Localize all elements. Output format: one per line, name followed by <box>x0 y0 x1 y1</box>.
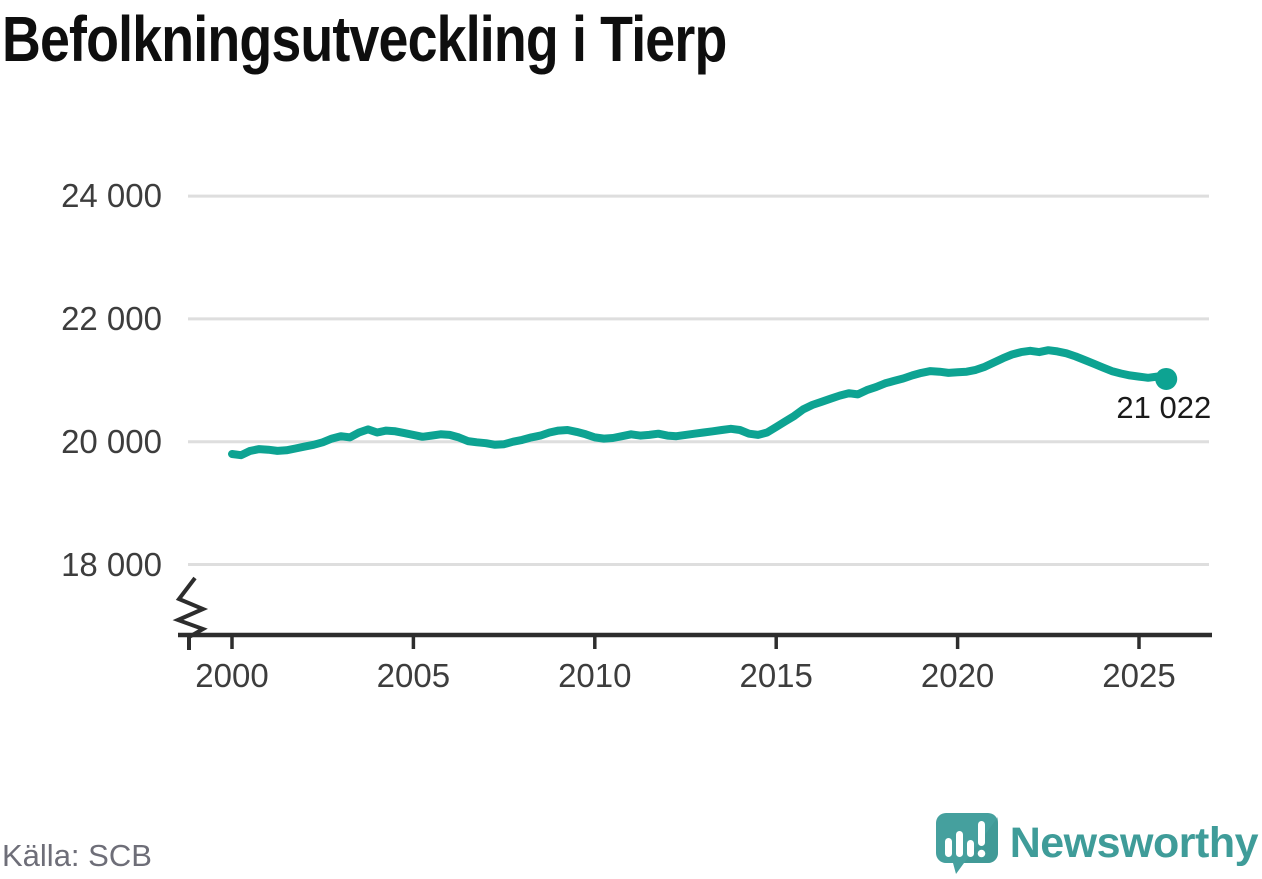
source-caption: Källa: SCB <box>2 838 152 873</box>
exclamation-bar <box>977 821 985 846</box>
axis-break-zigzag <box>172 576 209 650</box>
chart-title: Befolkningsutveckling i Tierp <box>2 3 727 75</box>
exclamation-dot <box>977 849 986 858</box>
newsworthy-logo: Newsworthy <box>932 809 1259 877</box>
population-line-series <box>228 346 1171 460</box>
y-tick-label: 20 000 <box>61 422 162 460</box>
x-tick-label: 2015 <box>739 657 813 694</box>
x-tick-label: 2010 <box>558 657 632 694</box>
bar-2 <box>955 831 963 857</box>
y-tick-label: 24 000 <box>61 177 162 215</box>
last-point-marker <box>1155 367 1178 390</box>
y-tick-label: 18 000 <box>61 545 162 583</box>
x-tick-label: 2025 <box>1102 657 1176 694</box>
x-tick-label: 2000 <box>195 657 269 694</box>
bar-1 <box>944 838 952 857</box>
y-tick-label: 22 000 <box>61 299 162 337</box>
x-tick-label: 2020 <box>920 657 995 694</box>
newsworthy-bar-chart-bubble-icon <box>935 813 998 874</box>
last-value-annotation: 21 022 <box>1116 389 1212 425</box>
brand-wordmark: Newsworthy <box>1009 819 1259 867</box>
bar-3 <box>966 840 974 857</box>
x-tick-label: 2005 <box>376 657 451 694</box>
